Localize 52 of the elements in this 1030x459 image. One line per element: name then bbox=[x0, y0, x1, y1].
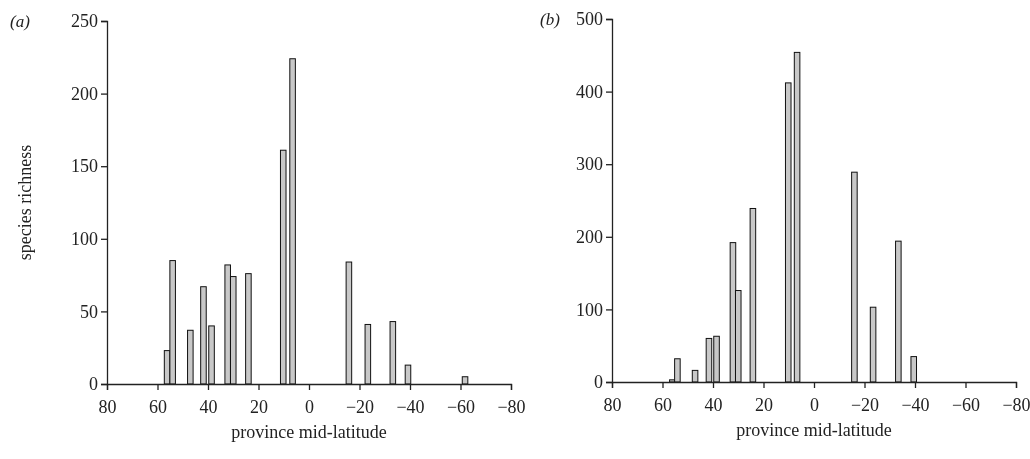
bar bbox=[461, 376, 469, 385]
y-axis-title: species richness bbox=[15, 144, 35, 261]
x-tick-label: −20 bbox=[345, 396, 375, 417]
y-tick-label: 50 bbox=[80, 301, 98, 322]
x-tick-label: 80 bbox=[603, 394, 622, 415]
x-tick-label: −80 bbox=[1002, 394, 1030, 415]
x-tick-label: 80 bbox=[98, 396, 117, 417]
bar bbox=[187, 329, 194, 385]
x-tick-label: 20 bbox=[250, 396, 268, 417]
chart-title: (b) bbox=[540, 10, 561, 29]
bar bbox=[749, 207, 757, 383]
x-tick-label: 20 bbox=[755, 394, 773, 415]
y-tick-label: 0 bbox=[89, 374, 98, 395]
bar bbox=[793, 51, 801, 383]
x-tick-label: −40 bbox=[396, 396, 425, 417]
x-tick-label: 0 bbox=[305, 396, 314, 417]
y-tick-label: 0 bbox=[594, 372, 603, 393]
x-tick-label: 40 bbox=[199, 396, 218, 417]
y-tick-label: 150 bbox=[71, 156, 98, 177]
y-tick-label: 100 bbox=[71, 229, 98, 250]
bar bbox=[389, 321, 397, 385]
x-tick-label: 60 bbox=[149, 396, 167, 417]
bar bbox=[851, 171, 858, 383]
x-tick-label: −60 bbox=[446, 396, 476, 417]
x-tick-label: −60 bbox=[951, 394, 981, 415]
x-tick-label: 40 bbox=[704, 394, 723, 415]
y-tick-label: 500 bbox=[576, 9, 603, 30]
bar bbox=[895, 240, 902, 383]
chart-title: (a) bbox=[10, 12, 31, 31]
bar bbox=[784, 82, 792, 383]
y-tick-label: 100 bbox=[576, 299, 603, 320]
x-tick-label: −40 bbox=[901, 394, 930, 415]
bar bbox=[245, 273, 252, 385]
x-tick-label: −80 bbox=[497, 396, 526, 417]
y-tick-label: 400 bbox=[576, 81, 603, 102]
bar bbox=[364, 323, 372, 385]
bar bbox=[691, 369, 699, 383]
y-tick-label: 250 bbox=[71, 11, 98, 32]
bar bbox=[289, 58, 296, 385]
x-axis-title: province mid-latitude bbox=[736, 420, 892, 440]
bar bbox=[279, 149, 287, 385]
bar bbox=[910, 356, 918, 383]
y-tick-label: 200 bbox=[71, 83, 98, 104]
x-tick-label: 0 bbox=[810, 394, 819, 415]
bar bbox=[869, 306, 877, 383]
y-tick-label: 200 bbox=[576, 227, 603, 248]
y-tick-label: 300 bbox=[576, 154, 603, 175]
bar bbox=[404, 364, 412, 385]
x-tick-label: 60 bbox=[654, 394, 672, 415]
bar bbox=[345, 261, 353, 385]
x-tick-label: −20 bbox=[850, 394, 880, 415]
x-axis-title: province mid-latitude bbox=[231, 422, 387, 442]
